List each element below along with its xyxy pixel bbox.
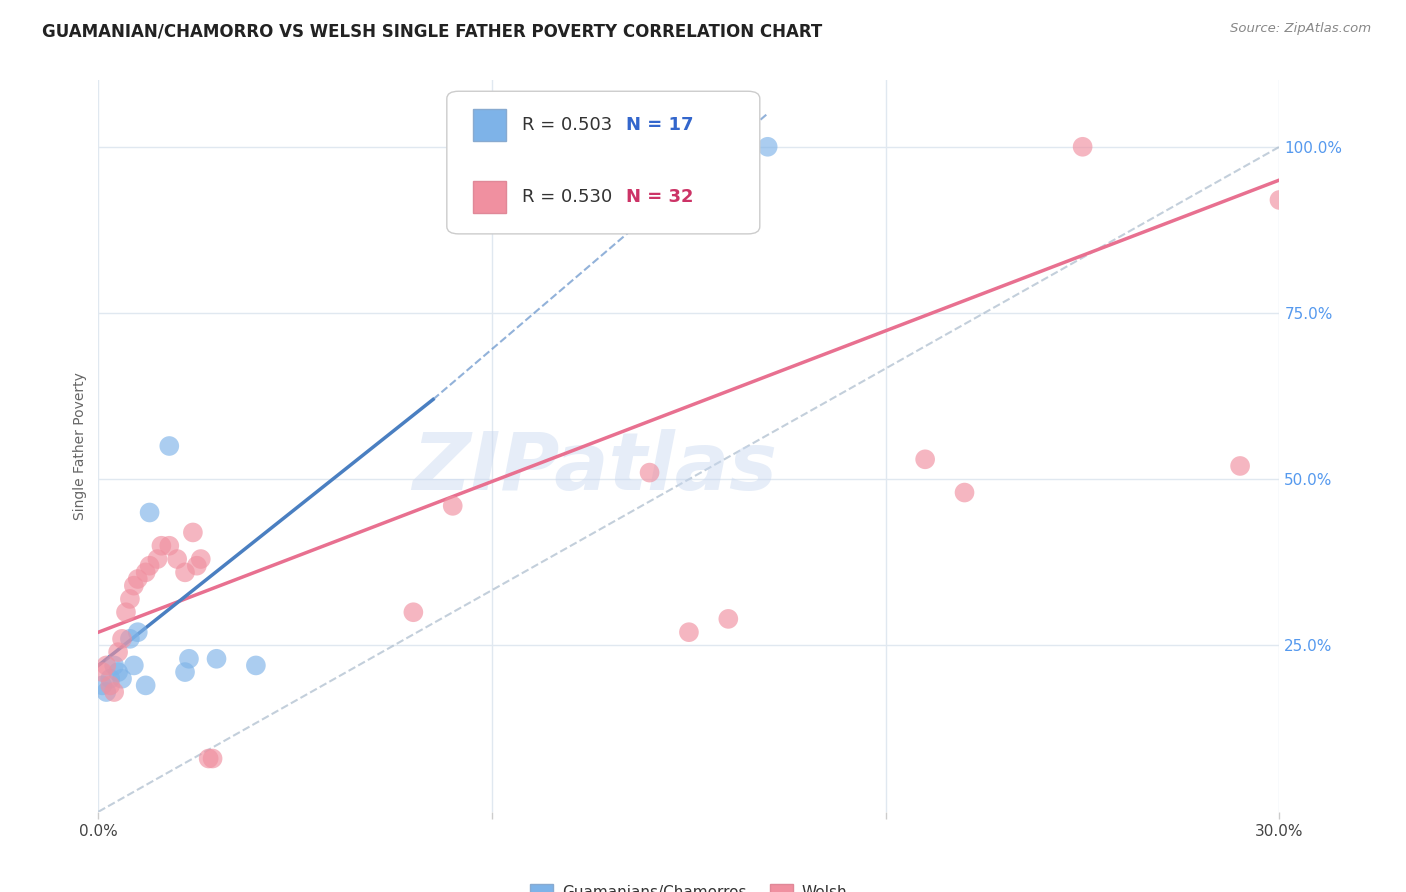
Point	[166, 552, 188, 566]
Point	[205, 652, 228, 666]
Text: Source: ZipAtlas.com: Source: ZipAtlas.com	[1230, 22, 1371, 36]
Point	[103, 685, 125, 699]
Point	[914, 452, 936, 467]
Point	[122, 658, 145, 673]
Point	[174, 665, 197, 679]
Point	[157, 539, 180, 553]
Point	[150, 539, 173, 553]
Point	[402, 605, 425, 619]
Point	[1071, 140, 1094, 154]
Point	[953, 485, 976, 500]
Text: R = 0.530: R = 0.530	[523, 188, 613, 206]
Point	[201, 751, 224, 765]
Point	[138, 506, 160, 520]
Text: N = 32: N = 32	[626, 188, 693, 206]
Point	[103, 658, 125, 673]
Text: R = 0.503: R = 0.503	[523, 116, 613, 134]
Point	[177, 652, 200, 666]
Text: ZIPatlas: ZIPatlas	[412, 429, 778, 507]
Point	[197, 751, 219, 765]
Point	[138, 558, 160, 573]
Point	[174, 566, 197, 580]
Point	[186, 558, 208, 573]
Text: GUAMANIAN/CHAMORRO VS WELSH SINGLE FATHER POVERTY CORRELATION CHART: GUAMANIAN/CHAMORRO VS WELSH SINGLE FATHE…	[42, 22, 823, 40]
FancyBboxPatch shape	[472, 109, 506, 141]
Y-axis label: Single Father Poverty: Single Father Poverty	[73, 372, 87, 520]
Text: N = 17: N = 17	[626, 116, 693, 134]
Point	[111, 672, 134, 686]
Point	[135, 566, 157, 580]
Point	[118, 632, 141, 646]
Point	[98, 672, 121, 686]
Legend: Guamanians/Chamorros, Welsh: Guamanians/Chamorros, Welsh	[524, 878, 853, 892]
Point	[756, 140, 779, 154]
Point	[127, 572, 149, 586]
Point	[91, 678, 114, 692]
Point	[107, 665, 129, 679]
Point	[717, 612, 740, 626]
Point	[127, 625, 149, 640]
Point	[111, 632, 134, 646]
FancyBboxPatch shape	[472, 181, 506, 213]
Point	[118, 591, 141, 606]
Point	[115, 605, 138, 619]
Point	[98, 678, 121, 692]
Point	[122, 579, 145, 593]
Point	[245, 658, 267, 673]
Point	[107, 645, 129, 659]
Point	[1268, 193, 1291, 207]
Point	[96, 685, 118, 699]
Point	[181, 525, 204, 540]
Point	[190, 552, 212, 566]
Point	[1229, 458, 1251, 473]
Point	[678, 625, 700, 640]
Point	[638, 466, 661, 480]
Point	[157, 439, 180, 453]
FancyBboxPatch shape	[447, 91, 759, 234]
Point	[135, 678, 157, 692]
Point	[96, 658, 118, 673]
Point	[146, 552, 169, 566]
Point	[91, 665, 114, 679]
Point	[441, 499, 464, 513]
